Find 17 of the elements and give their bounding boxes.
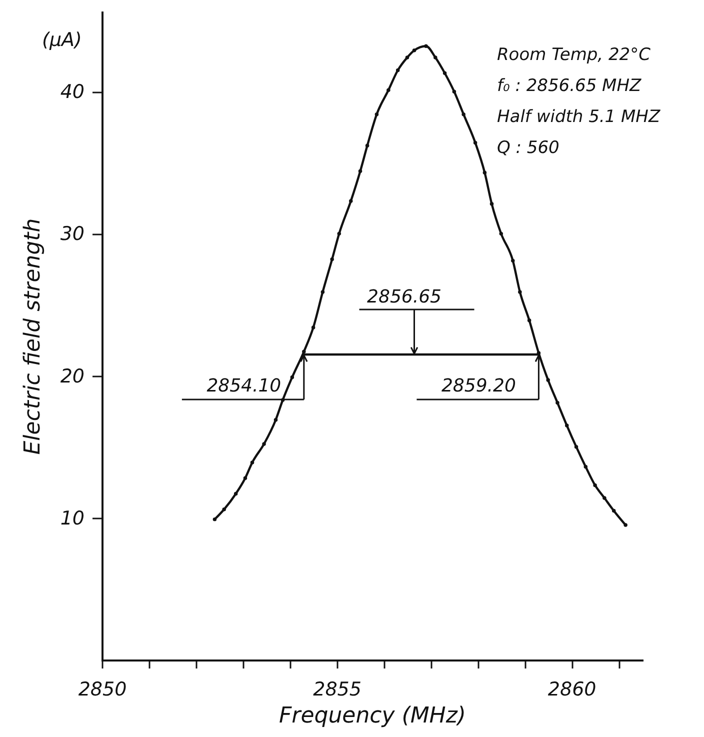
annotation: 2856.65 <box>367 286 442 308</box>
annotation: Room Temp, 22°C <box>497 45 651 65</box>
annotation: 2859.20 <box>441 375 516 396</box>
annotation: Q : 560 <box>497 138 560 158</box>
y-tick-label: 40 <box>60 81 84 104</box>
y-axis-title: Electric field strength <box>20 218 46 455</box>
annotation: Half width 5.1 MHZ <box>497 107 660 127</box>
x-axis-title: Frequency (MHz) <box>279 704 466 728</box>
y-tick-label: 10 <box>60 507 84 530</box>
x-tick-label: 2855 <box>313 678 362 700</box>
x-tick-label: 2860 <box>548 678 596 700</box>
annotation: 2854.10 <box>206 375 282 396</box>
y-tick-label: 30 <box>60 223 84 246</box>
y-tick-label: 20 <box>60 365 84 388</box>
x-tick-label: 2850 <box>78 678 127 700</box>
text: (μA) <box>42 29 82 51</box>
annotation: f₀ : 2856.65 MHZ <box>497 76 642 96</box>
